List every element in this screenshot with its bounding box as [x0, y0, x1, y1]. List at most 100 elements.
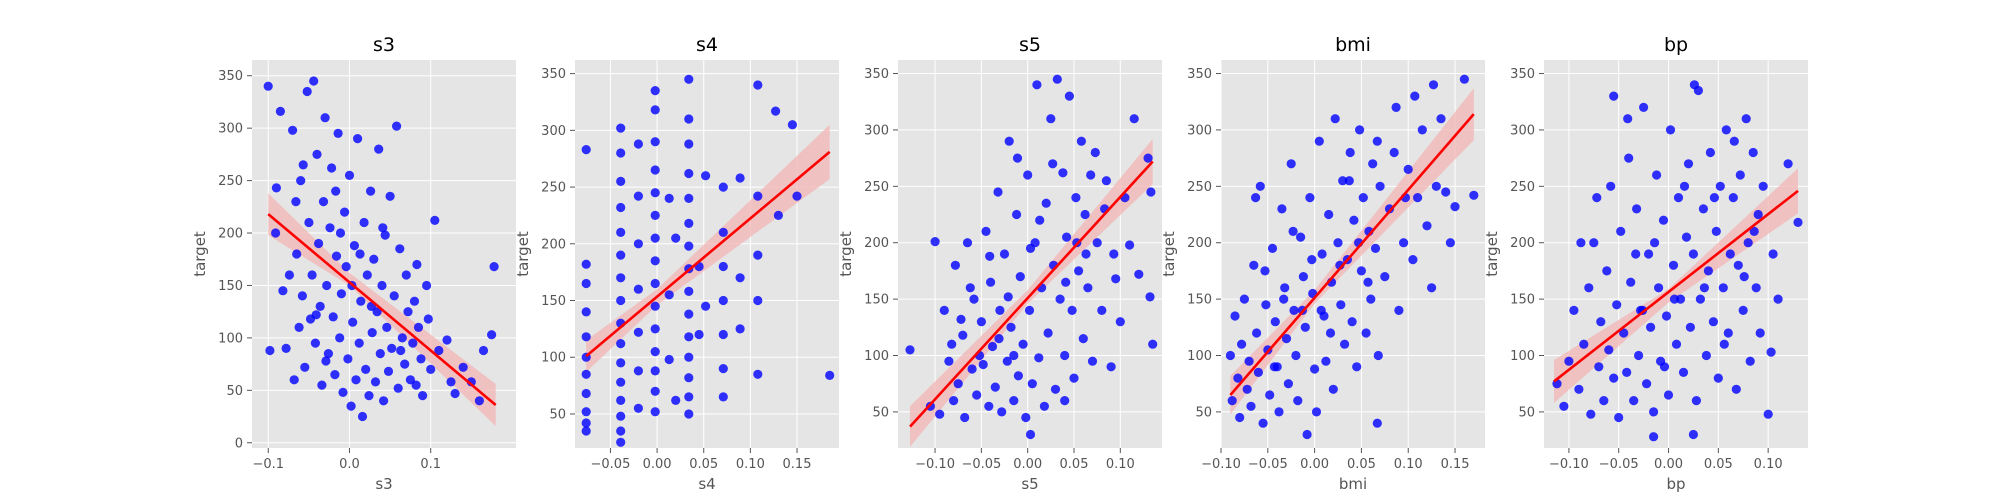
data-point [994, 334, 1004, 344]
x-axis-label: s5 [1021, 475, 1038, 493]
data-point [1663, 390, 1674, 400]
data-point [1288, 226, 1298, 236]
data-point [1751, 283, 1761, 293]
data-point [1733, 260, 1743, 270]
data-point [458, 362, 468, 372]
data-point [1302, 429, 1312, 440]
chart-title: s3 [373, 34, 395, 56]
data-point [1721, 125, 1731, 135]
data-point [318, 197, 329, 207]
data-point [321, 356, 331, 366]
data-point [1235, 412, 1245, 423]
chart-title: s4 [696, 34, 718, 56]
data-point [1632, 204, 1642, 214]
regression-line [267, 213, 497, 407]
data-point [1244, 356, 1254, 366]
data-point [312, 149, 322, 159]
data-point [616, 437, 626, 447]
y-tick-label: 50 [872, 405, 889, 420]
data-point [1368, 159, 1378, 169]
data-point [1307, 255, 1317, 265]
data-point [1695, 294, 1705, 304]
data-point [1324, 209, 1334, 220]
data-point [1678, 367, 1689, 377]
data-point [1060, 396, 1070, 406]
data-point [1445, 238, 1455, 248]
data-point [1602, 266, 1612, 276]
data-point [718, 261, 728, 272]
data-point [1109, 249, 1119, 259]
data-point [1589, 238, 1599, 248]
data-point [1074, 266, 1084, 276]
data-point [1594, 362, 1604, 372]
data-point [1230, 311, 1240, 321]
data-point [351, 375, 361, 385]
x-tick-label: 0.00 [1013, 457, 1042, 472]
data-point [1046, 114, 1056, 124]
data-point [753, 369, 763, 379]
data-point [581, 369, 591, 379]
data-point [385, 191, 395, 201]
data-point [967, 364, 977, 374]
data-point [263, 81, 273, 91]
data-point [292, 249, 302, 259]
data-point [616, 148, 626, 158]
x-tick-label: 0.15 [783, 457, 812, 472]
data-point [317, 380, 327, 390]
data-point [684, 241, 694, 251]
data-point [997, 407, 1007, 417]
data-point [1711, 226, 1721, 236]
data-point [1469, 190, 1479, 200]
data-point [684, 309, 694, 319]
data-point [1685, 322, 1695, 332]
data-point [379, 396, 389, 406]
data-point [450, 388, 460, 399]
data-point [1145, 292, 1155, 302]
data-point [1427, 283, 1437, 293]
data-point [1361, 328, 1371, 338]
data-point [1081, 249, 1091, 259]
data-point [684, 373, 694, 383]
data-point [1358, 193, 1368, 203]
data-point [1708, 317, 1718, 327]
data-point [1631, 249, 1641, 259]
data-point [1090, 147, 1100, 158]
data-point [380, 230, 390, 240]
data-point [1055, 294, 1065, 304]
data-point [1015, 272, 1025, 282]
data-point [1408, 255, 1418, 265]
data-point [1080, 209, 1090, 220]
data-point [1293, 396, 1303, 406]
data-point [771, 106, 781, 116]
data-point [1681, 232, 1692, 242]
x-tick-label: −0.1 [252, 457, 284, 472]
data-point [1679, 181, 1690, 191]
data-point [1783, 159, 1793, 169]
data-point [1658, 215, 1669, 225]
data-point [1146, 187, 1156, 197]
data-point [1087, 356, 1098, 366]
data-point [1644, 249, 1654, 259]
data-point [426, 364, 436, 374]
data-point [1450, 202, 1460, 212]
data-point [1596, 317, 1606, 327]
data-point [1083, 283, 1093, 293]
data-point [333, 128, 343, 138]
data-point [359, 217, 369, 228]
data-point [1793, 217, 1803, 227]
data-point [1317, 249, 1327, 259]
data-point [581, 307, 591, 317]
data-point [1417, 125, 1427, 135]
data-point [616, 377, 626, 387]
data-point [939, 305, 949, 315]
plot-area [1552, 80, 1803, 442]
data-point [1629, 396, 1639, 406]
data-point [284, 270, 294, 280]
data-point [1012, 209, 1022, 220]
data-point [331, 186, 341, 196]
data-point [1758, 181, 1768, 191]
y-tick-label: 150 [1510, 293, 1535, 308]
data-point [408, 338, 418, 348]
data-point [947, 339, 957, 349]
